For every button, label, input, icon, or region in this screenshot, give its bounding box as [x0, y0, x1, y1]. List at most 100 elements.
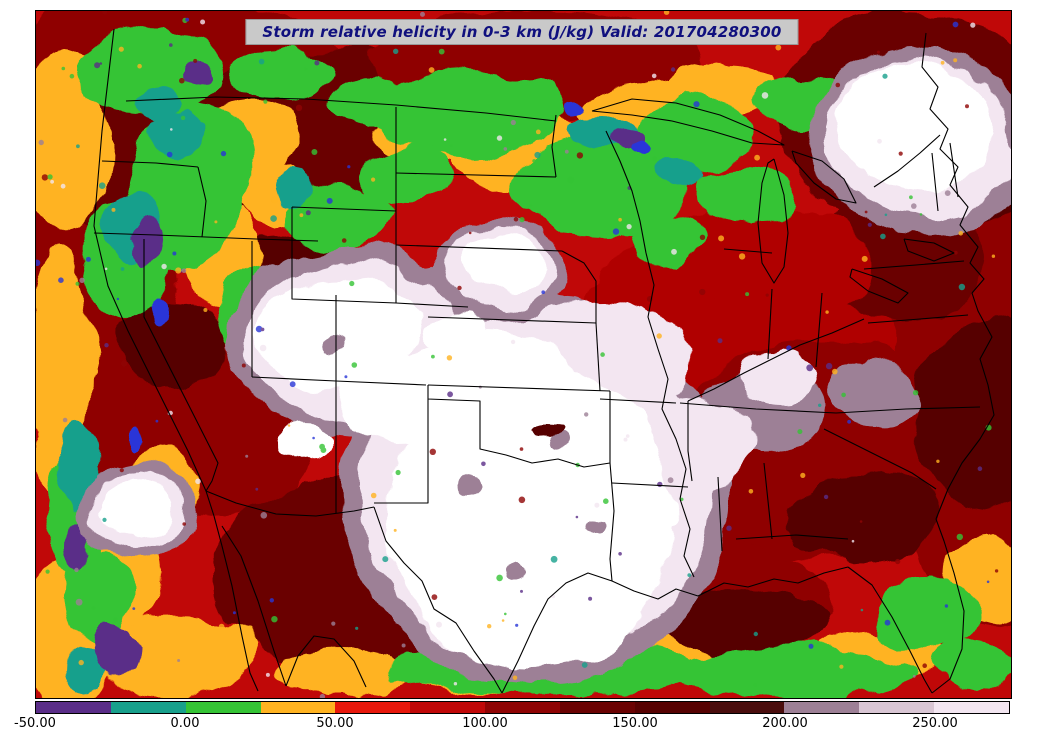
border-line: [374, 399, 429, 504]
colorbar-segment: [185, 702, 261, 713]
border-line: [815, 292, 823, 368]
field-blob: [656, 158, 706, 188]
speckle-dot: [155, 419, 159, 423]
speckle-dot: [305, 210, 311, 216]
speckle-dot: [884, 213, 888, 217]
field-blob: [586, 523, 606, 539]
speckle-dot: [326, 197, 333, 204]
speckle-dot: [503, 147, 508, 151]
speckle-dot: [618, 552, 622, 556]
speckle-dot: [69, 73, 75, 79]
speckle-dot: [269, 598, 274, 603]
field-blob: [686, 211, 876, 321]
colorbar-tick-label: 0.00: [170, 716, 200, 731]
speckle-dot: [496, 574, 503, 582]
speckle-dot: [181, 268, 187, 274]
speckle-dot: [699, 288, 706, 296]
speckle-dot: [120, 360, 128, 367]
speckle-dot: [319, 443, 325, 450]
speckle-dot: [738, 253, 746, 260]
speckle-dot: [670, 67, 676, 72]
colorbar-tick-label: 200.00: [762, 716, 808, 731]
border-line: [395, 244, 563, 252]
speckle-dot: [311, 149, 318, 155]
speckle-dot: [193, 58, 198, 63]
speckle-dot: [699, 234, 706, 240]
speckle-dot: [748, 489, 754, 494]
border-line: [735, 534, 849, 540]
colorbar-segment: [784, 702, 860, 713]
field-blob: [376, 69, 566, 153]
speckle-dot: [75, 598, 83, 606]
border-line: [835, 406, 981, 414]
colorbar-segment: [559, 702, 635, 713]
speckle-dot: [977, 466, 983, 472]
speckle-dot: [520, 589, 523, 593]
speckle-dot: [295, 104, 303, 112]
speckle-dot: [841, 392, 846, 398]
speckle-dot: [986, 580, 990, 584]
border-line: [101, 160, 199, 168]
border-line: [949, 142, 959, 198]
speckle-dot: [576, 152, 584, 159]
border-line: [849, 268, 909, 304]
speckle-dot: [625, 434, 630, 438]
speckle-dot: [884, 619, 891, 626]
speckle-dot: [944, 604, 949, 608]
speckle-dot: [535, 129, 541, 135]
field-blob: [526, 561, 636, 661]
speckle-dot: [75, 281, 80, 286]
speckle-dot: [214, 220, 218, 224]
speckle-dot: [351, 362, 358, 368]
speckle-dot: [745, 292, 750, 297]
speckle-dot: [898, 151, 903, 156]
colorbar-segment: [709, 702, 785, 713]
speckle-dot: [211, 496, 216, 501]
speckle-dot: [344, 375, 348, 379]
colorbar-segment: [634, 702, 710, 713]
speckle-dot: [847, 419, 851, 424]
colorbar-tick-label: 100.00: [462, 716, 508, 731]
speckle-dot: [936, 459, 940, 463]
speckle-dot: [98, 182, 106, 189]
speckle-dot: [255, 487, 259, 491]
speckle-dot: [47, 174, 53, 180]
speckle-dot: [754, 154, 760, 161]
speckle-dot: [401, 643, 406, 648]
speckle-dot: [994, 569, 999, 573]
speckle-dot: [312, 436, 315, 440]
speckle-dot: [663, 11, 670, 15]
field-blob: [272, 174, 316, 204]
speckle-dot: [761, 92, 769, 99]
speckle-dot: [91, 606, 96, 610]
border-line: [611, 482, 689, 488]
speckle-dot: [970, 22, 976, 28]
border-line: [551, 114, 557, 178]
speckle-dot: [314, 60, 320, 66]
speckle-dot: [953, 58, 958, 63]
border-line: [213, 515, 259, 692]
speckle-dot: [657, 481, 663, 488]
speckle-dot: [79, 277, 85, 283]
speckle-dot: [119, 468, 124, 473]
speckle-dot: [717, 338, 723, 344]
speckle-dot: [102, 11, 108, 15]
field-blob: [184, 66, 212, 86]
speckle-dot: [513, 216, 519, 222]
border-line: [723, 248, 773, 254]
field-blob: [786, 471, 936, 561]
speckle-dot: [765, 293, 769, 297]
speckle-dot: [487, 624, 492, 629]
border-line: [427, 385, 611, 468]
speckle-dot: [116, 297, 120, 301]
speckle-dot: [693, 101, 700, 108]
speckle-dot: [567, 176, 575, 184]
speckle-dot: [200, 19, 206, 25]
speckle-dot: [912, 674, 916, 678]
speckle-dot: [355, 626, 359, 630]
speckle-dot: [99, 62, 103, 65]
speckle-dot: [958, 231, 964, 236]
field-blob: [462, 236, 546, 290]
speckle-dot: [349, 280, 355, 287]
speckle-dot: [726, 525, 732, 531]
